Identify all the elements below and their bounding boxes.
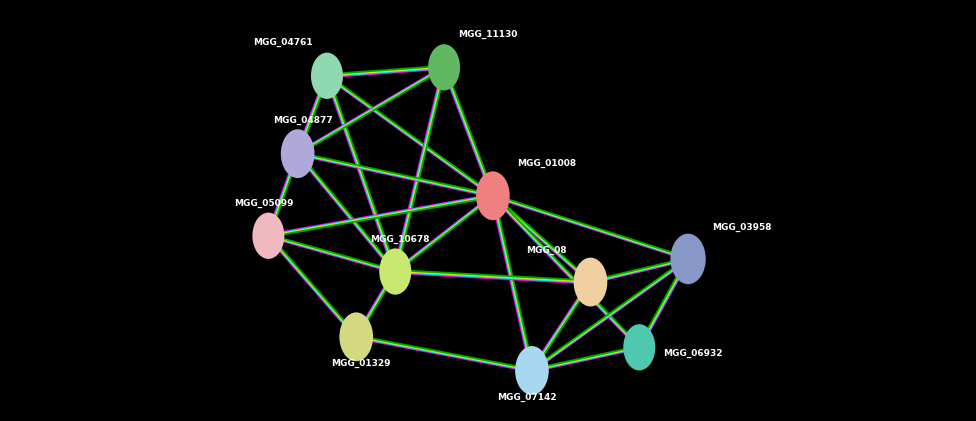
Ellipse shape [380,248,411,295]
Ellipse shape [281,129,314,178]
Ellipse shape [253,213,284,259]
Text: MGG_04877: MGG_04877 [272,116,333,125]
Text: MGG_06932: MGG_06932 [664,349,722,358]
Ellipse shape [574,258,607,306]
Ellipse shape [476,171,509,220]
Text: MGG_08: MGG_08 [526,245,567,255]
Text: MGG_05099: MGG_05099 [234,199,293,208]
Text: MGG_04761: MGG_04761 [253,38,313,47]
Text: MGG_01008: MGG_01008 [517,159,576,168]
Ellipse shape [311,53,343,99]
Text: MGG_07142: MGG_07142 [497,393,557,402]
Ellipse shape [340,312,373,361]
Ellipse shape [515,346,549,395]
Ellipse shape [428,44,460,91]
Text: MGG_11130: MGG_11130 [459,29,517,39]
Ellipse shape [671,234,706,284]
Ellipse shape [624,324,655,370]
Text: MGG_10678: MGG_10678 [371,235,429,244]
Text: MGG_03958: MGG_03958 [712,222,771,232]
Text: MGG_01329: MGG_01329 [332,359,390,368]
